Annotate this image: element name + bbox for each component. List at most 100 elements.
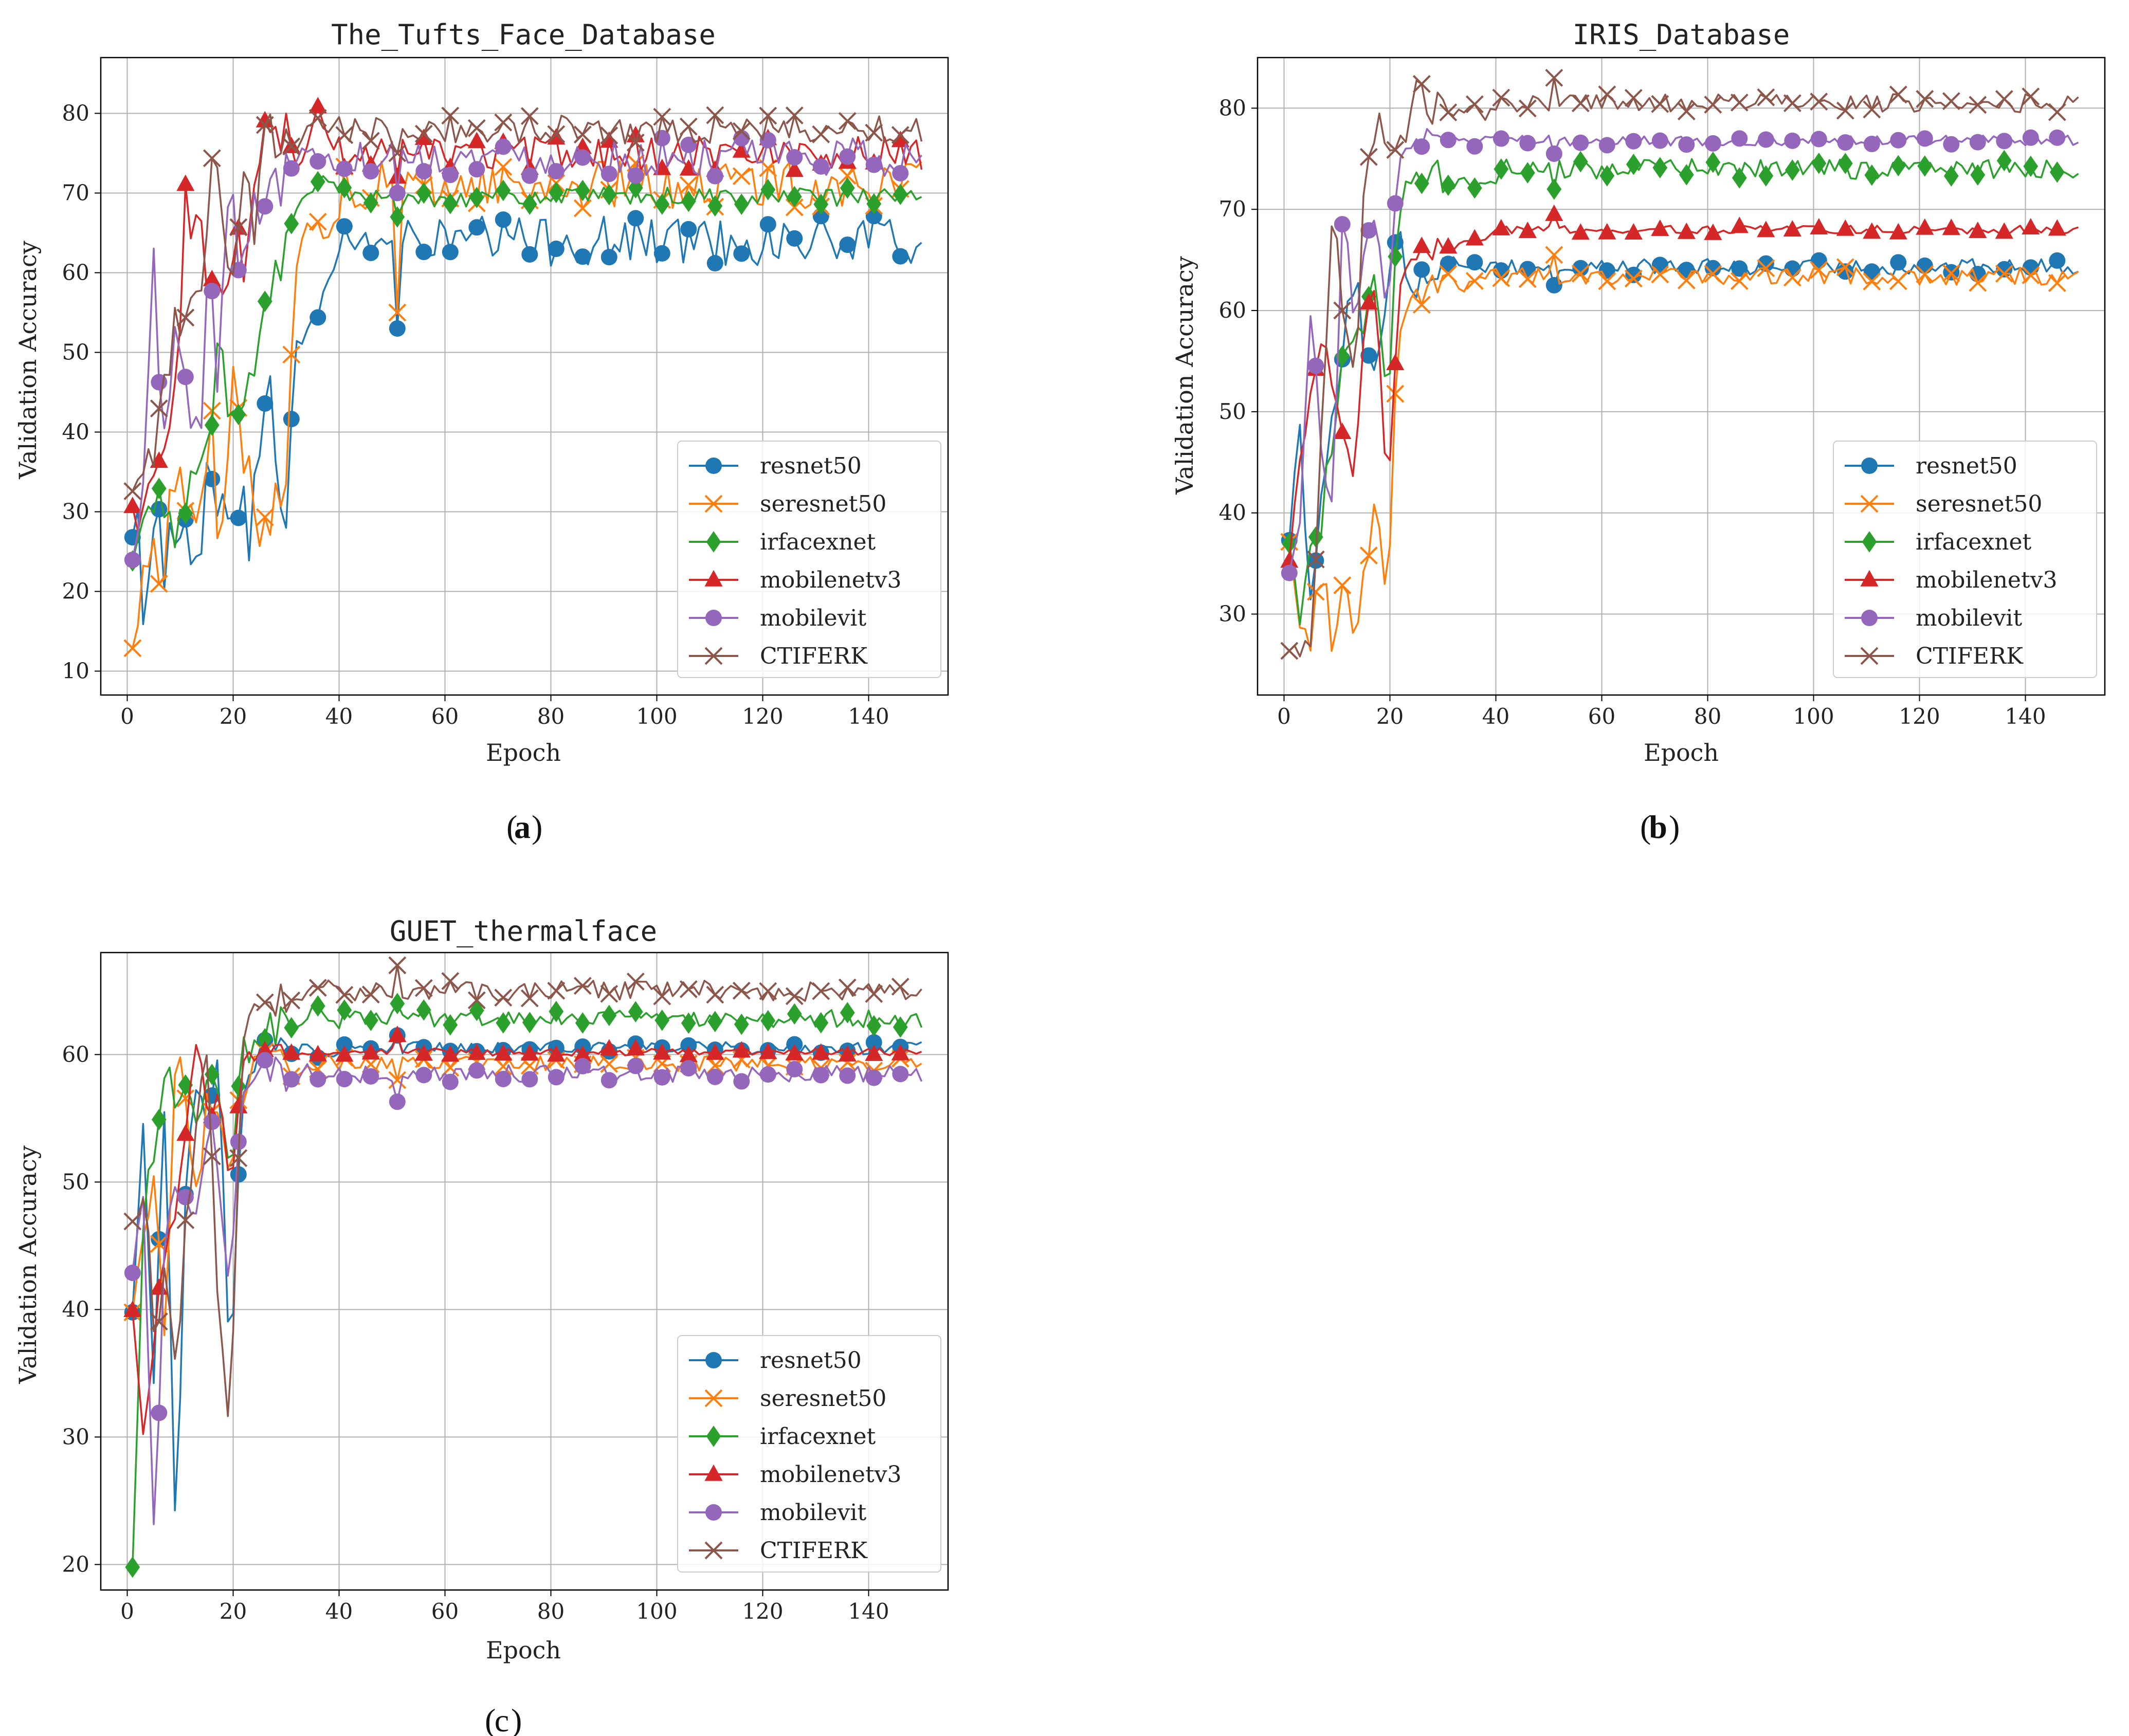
data-point <box>893 1016 908 1038</box>
data-point <box>1308 526 1323 548</box>
legend-item-mobilevit: mobilevit <box>689 1500 866 1526</box>
svg-text:(: ( <box>506 809 517 845</box>
data-point <box>494 1044 513 1061</box>
y-tick-label: 40 <box>62 1296 89 1322</box>
data-point <box>1784 132 1801 149</box>
series-CTIFERK <box>123 956 922 1417</box>
data-point <box>2049 252 2066 269</box>
data-point <box>1732 167 1747 189</box>
data-point <box>468 1062 485 1079</box>
data-point <box>336 218 353 235</box>
data-point <box>1995 90 2013 108</box>
data-point <box>2022 87 2040 106</box>
data-point <box>520 1044 539 1061</box>
data-point <box>680 221 697 237</box>
data-point <box>680 1037 697 1054</box>
legend-item-CTIFERK: CTIFERK <box>689 1538 868 1564</box>
data-point <box>389 320 406 337</box>
x-tick-label: 40 <box>1482 704 1509 729</box>
data-point <box>1943 136 1960 153</box>
data-point <box>443 1014 458 1036</box>
data-point <box>1412 296 1431 314</box>
legend-label: CTIFERK <box>760 1538 868 1564</box>
data-point <box>600 984 618 1003</box>
data-point <box>1704 135 1721 152</box>
data-point <box>494 113 513 132</box>
data-point <box>1916 265 1934 283</box>
series-mobilevit <box>124 130 922 569</box>
x-tick-label: 0 <box>120 1599 134 1624</box>
data-point <box>1916 130 1933 147</box>
data-point <box>1333 576 1352 594</box>
data-point <box>812 982 830 1000</box>
data-point <box>812 158 829 175</box>
data-point <box>520 107 539 125</box>
data-point <box>1890 132 1907 149</box>
data-point <box>1785 159 1800 181</box>
data-point <box>177 1189 194 1205</box>
data-point <box>496 1012 511 1034</box>
data-point <box>308 109 327 127</box>
series-layer <box>1280 68 2079 660</box>
data-point <box>1810 93 1828 111</box>
data-point <box>283 411 300 428</box>
data-point <box>1599 165 1615 187</box>
data-point <box>600 1055 618 1073</box>
legend-item-resnet50: resnet50 <box>689 453 862 479</box>
data-point <box>415 163 432 180</box>
legend-label: CTIFERK <box>760 643 868 669</box>
data-point <box>1466 254 1483 271</box>
data-point <box>1545 277 1562 294</box>
data-point <box>125 1556 140 1578</box>
legend-item-irfacexnet: irfacexnet <box>689 1423 876 1450</box>
y-axis-label: Validation Accuracy <box>14 241 42 479</box>
data-point <box>787 186 802 208</box>
data-point <box>336 1071 353 1088</box>
data-point <box>467 1043 486 1060</box>
data-point <box>679 1046 698 1063</box>
data-point <box>653 1043 671 1060</box>
data-point <box>256 111 274 127</box>
data-point <box>231 404 246 426</box>
data-point <box>1969 273 1987 292</box>
x-tick-label: 80 <box>1694 704 1721 729</box>
data-point <box>1306 582 1325 601</box>
data-point <box>310 171 325 193</box>
chart-iris: IRIS_Database Validation Accuracy Epoch … <box>1171 19 2106 845</box>
data-point <box>706 106 724 124</box>
data-point <box>704 495 723 513</box>
data-point <box>1836 258 1854 277</box>
data-point <box>891 126 909 144</box>
data-point <box>123 1212 142 1231</box>
data-point <box>1388 246 1403 267</box>
data-point <box>176 1211 195 1229</box>
data-point <box>785 987 804 1006</box>
data-point <box>1545 246 1563 264</box>
x-axis-label: Epoch <box>486 1636 561 1664</box>
data-point <box>547 1045 566 1062</box>
data-point <box>442 1073 459 1090</box>
series-mobilenetv3 <box>123 1026 922 1435</box>
data-point <box>1624 269 1643 288</box>
data-point <box>785 1044 804 1061</box>
data-point <box>151 478 167 500</box>
data-point <box>1810 218 1828 235</box>
plot-frame <box>100 952 949 1591</box>
data-point <box>600 126 618 144</box>
data-point <box>865 156 882 173</box>
data-point <box>443 193 458 214</box>
data-point <box>1996 150 2012 172</box>
data-point <box>1837 134 1854 151</box>
data-point <box>547 125 566 143</box>
data-point <box>256 116 274 134</box>
data-point <box>866 193 882 215</box>
data-point <box>1465 229 1484 246</box>
data-point <box>442 167 459 184</box>
data-point <box>494 158 513 176</box>
data-point <box>813 1012 829 1034</box>
data-point <box>1494 158 1509 180</box>
data-point <box>203 1147 221 1165</box>
data-point <box>1969 222 1987 239</box>
data-point <box>760 1010 776 1032</box>
